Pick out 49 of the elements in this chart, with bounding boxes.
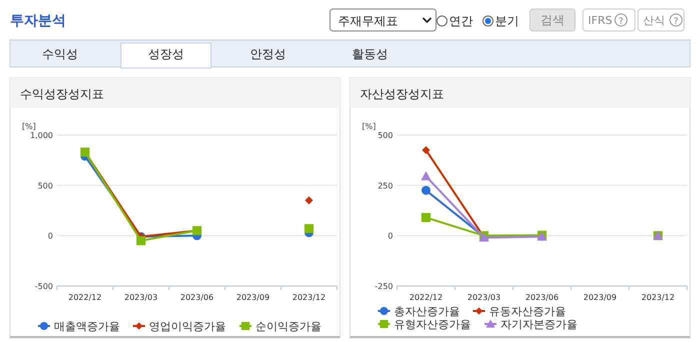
legend-label: 유형자산증가율 [394,318,471,331]
x-tick-label: 2023/09 [236,293,270,302]
text: IFRS [588,14,612,27]
text: 연간 [449,14,473,28]
chart-title: 수익성장성지표 [20,87,104,101]
text: 분기 [495,14,519,28]
point [422,213,430,222]
text: 활동성 [352,47,388,61]
text: ? [674,17,679,27]
legend-label: 매출액증가율 [54,320,120,333]
y-tick-label: 500 [38,181,53,190]
legend-label: 자기자본증가율 [500,318,578,331]
y-tick-label: 1,000 [30,131,53,140]
x-tick-label: 2023/09 [583,293,617,302]
y-tick-label: 500 [378,131,393,140]
point [422,186,430,195]
x-tick-label: 2022/12 [68,293,102,302]
text: 산식 [643,14,665,27]
y-tick-label: -250 [374,282,393,291]
chart-title: 자산성장성지표 [360,87,444,101]
y-tick-label: 0 [388,232,393,241]
point [422,146,430,154]
legend-label: 유동자산증가율 [489,305,566,318]
legend-label: 영업이익증가율 [149,320,226,333]
x-tick-label: 2023/06 [180,293,214,302]
y-axis-title: [%] [362,122,376,131]
text: 성장성 [148,47,184,61]
point [305,196,313,204]
point [136,236,146,246]
legend-label: 순이익증가율 [256,320,322,333]
point [304,224,314,234]
x-tick-label: 2023/03 [124,293,158,302]
text: ? [618,17,624,27]
x-tick-label: 2023/12 [641,293,675,302]
legend-label: 총자산증가율 [394,305,460,318]
x-tick-label: 2023/12 [292,293,326,302]
y-tick-label: 250 [378,181,393,190]
text: 수익성 [42,47,78,61]
y-tick-label: -500 [34,282,53,291]
y-tick-label: 0 [48,232,53,241]
text: 주재무제표 [338,14,398,28]
x-tick-label: 2023/06 [525,293,559,302]
x-tick-label: 2023/03 [467,293,501,302]
point [421,171,431,180]
text: 검색 [540,13,564,27]
y-axis-title: [%] [22,122,36,131]
text: 투자분석 [10,13,66,29]
text: 안정성 [250,47,286,61]
x-tick-label: 2022/12 [409,293,443,302]
